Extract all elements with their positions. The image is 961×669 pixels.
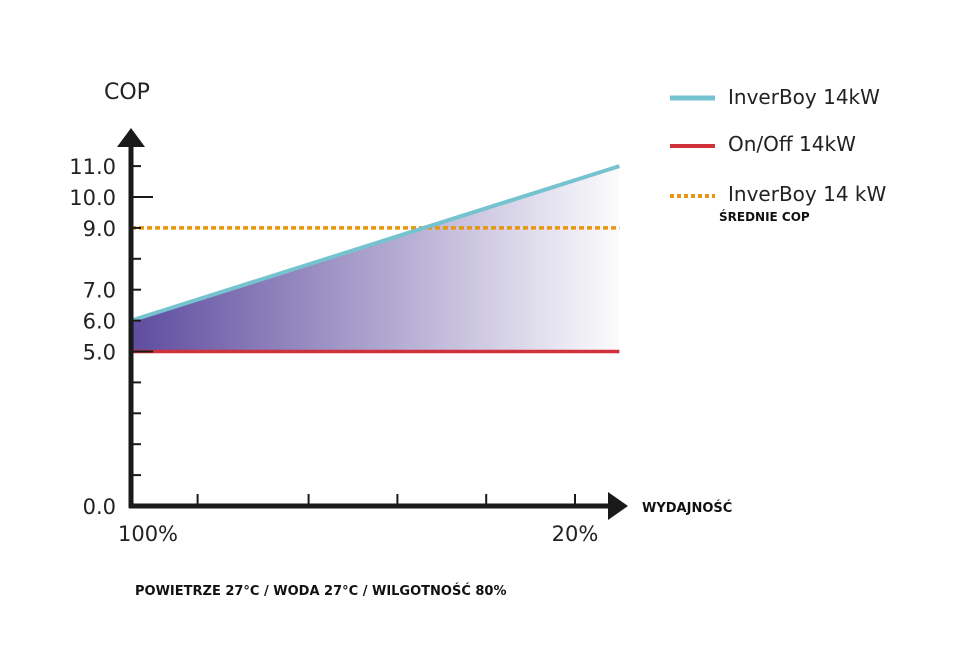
y-axis-title: COP <box>104 80 150 105</box>
y-axis-arrow <box>117 128 145 147</box>
y-tick-label: 7.0 <box>83 279 116 303</box>
y-tick-label: 10.0 <box>69 186 116 210</box>
legend-label-average: InverBoy 14 kW <box>728 182 886 206</box>
x-axis-arrow <box>608 492 628 520</box>
footnote: POWIETRZE 27°C / WODA 27°C / WILGOTNOŚĆ … <box>135 583 507 599</box>
y-tick-label: 0.0 <box>83 495 116 519</box>
legend-label-onoff: On/Off 14kW <box>728 132 856 156</box>
y-tick-label: 9.0 <box>83 217 116 241</box>
series-line-inverboy <box>130 164 621 323</box>
x-tick-label: 20% <box>552 522 599 546</box>
y-tick-label: 11.0 <box>69 155 116 179</box>
legend: InverBoy 14kW On/Off 14kW InverBoy 14 kW… <box>670 85 886 224</box>
x-axis-title: WYDAJNOŚĆ <box>642 500 732 516</box>
fill-between-area <box>131 166 620 352</box>
y-tick-label: 5.0 <box>83 341 116 365</box>
x-tick-label: 100% <box>118 522 178 546</box>
legend-label-inverboy: InverBoy 14kW <box>728 85 880 109</box>
y-tick-label: 6.0 <box>83 310 116 334</box>
legend-sublabel-average: ŚREDNIE COP <box>719 209 810 224</box>
